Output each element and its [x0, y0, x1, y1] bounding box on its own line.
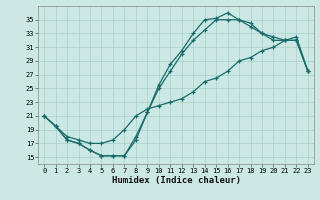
X-axis label: Humidex (Indice chaleur): Humidex (Indice chaleur)	[111, 176, 241, 185]
